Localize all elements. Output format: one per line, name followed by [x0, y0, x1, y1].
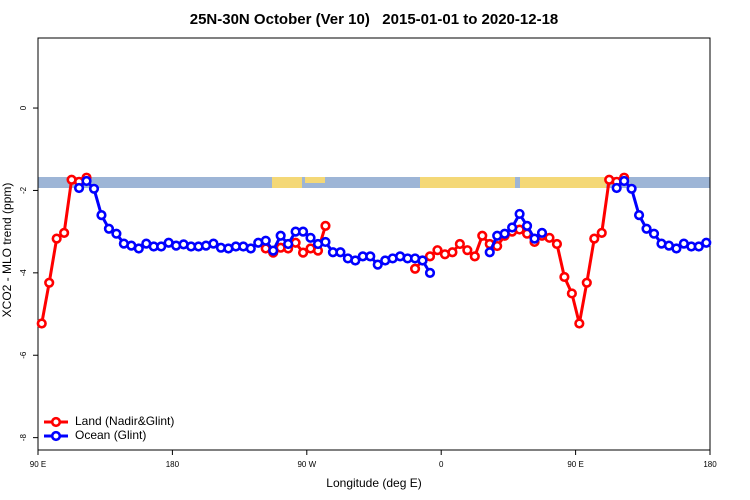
data-point [424, 251, 436, 262]
data-point [619, 175, 630, 187]
y-tick-label: -4 [19, 269, 28, 277]
series-line [78, 178, 432, 274]
x-tick-label: 90 W [297, 460, 316, 469]
data-point [417, 255, 428, 266]
data-point [462, 245, 473, 256]
data-point [499, 228, 510, 239]
data-point [477, 230, 488, 241]
data-point [245, 243, 256, 254]
data-point [275, 230, 286, 241]
data-point [507, 222, 518, 233]
y-tick-label: -2 [19, 186, 28, 194]
data-point [297, 226, 309, 237]
data-point [297, 247, 309, 258]
data-point [559, 271, 570, 283]
data-point [596, 227, 607, 238]
legend-marker [50, 430, 62, 442]
data-point [633, 210, 645, 221]
data-point [88, 183, 100, 194]
data-point [611, 182, 622, 194]
data-point [260, 235, 271, 246]
data-point [626, 183, 637, 194]
data-point [514, 208, 525, 220]
data-point [96, 210, 107, 221]
data-point [283, 238, 294, 250]
data-point [574, 318, 585, 329]
x-axis-label: Longitude (deg E) [326, 476, 421, 490]
series-line [40, 176, 88, 324]
data-point [469, 251, 480, 262]
ocean-band [38, 177, 710, 188]
data-point [409, 263, 421, 274]
data-point [268, 245, 279, 256]
legend-marker [50, 416, 62, 428]
data-point [484, 247, 495, 258]
x-tick-label: 0 [439, 460, 444, 469]
data-point [641, 223, 652, 234]
data-point [59, 227, 70, 238]
chart-title: 25N-30N October (Ver 10) 2015-01-01 to 2… [190, 11, 559, 28]
y-tick-label: 0 [19, 105, 28, 110]
data-point [73, 182, 85, 194]
x-tick-label: 90 E [30, 460, 46, 469]
data-point [701, 237, 712, 248]
data-point [133, 243, 144, 254]
data-point [51, 233, 62, 244]
data-point [320, 220, 331, 231]
legend-label: Ocean (Glint) [75, 428, 146, 442]
data-point [589, 233, 600, 244]
data-point [350, 255, 361, 266]
y-tick-label: -8 [19, 434, 28, 442]
data-point [454, 238, 465, 250]
data-point [544, 232, 555, 243]
data-point [36, 318, 47, 329]
data-point [365, 251, 376, 262]
data-point [581, 277, 592, 288]
data-point [320, 236, 331, 248]
data-point [566, 288, 577, 299]
land-band [520, 177, 606, 188]
data-point [81, 175, 92, 187]
legend-label: Land (Nadir&Glint) [75, 414, 174, 428]
x-tick-label: 180 [703, 460, 717, 469]
y-tick-label: -6 [19, 351, 28, 359]
data-point [432, 245, 443, 256]
x-tick-label: 90 E [567, 460, 583, 469]
map-band [38, 177, 710, 188]
land-band [305, 177, 325, 183]
data-point [521, 220, 533, 231]
data-point [648, 228, 660, 239]
data-point [529, 233, 540, 244]
data-point [103, 223, 115, 234]
data-point [372, 259, 383, 270]
data-point [447, 247, 458, 258]
data-point [671, 243, 682, 254]
data-point [305, 232, 316, 243]
x-tick-label: 180 [166, 460, 180, 469]
data-point [111, 228, 122, 239]
data-point [693, 241, 704, 252]
data-point [335, 247, 346, 258]
y-axis-label: XCO2 - MLO trend (ppm) [0, 183, 14, 318]
data-point [424, 267, 436, 278]
data-point [156, 241, 167, 252]
data-point [44, 277, 55, 288]
data-point [536, 227, 548, 238]
data-point [208, 238, 219, 249]
data-point [551, 238, 563, 250]
land-band [272, 177, 302, 188]
land-band [420, 177, 515, 188]
